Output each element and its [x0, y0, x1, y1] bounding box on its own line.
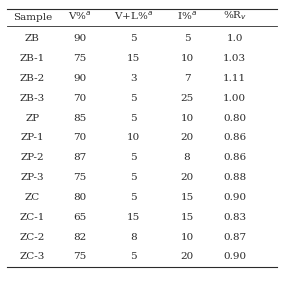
Text: 3: 3	[130, 74, 137, 83]
Text: 80: 80	[74, 193, 87, 202]
Text: 90: 90	[74, 34, 87, 43]
Text: 7: 7	[184, 74, 190, 83]
Text: 5: 5	[130, 252, 137, 261]
Text: 5: 5	[130, 153, 137, 162]
Text: ZB-1: ZB-1	[20, 54, 45, 63]
Text: 1.0: 1.0	[227, 34, 243, 43]
Text: ZP-2: ZP-2	[20, 153, 44, 162]
Text: ZC-1: ZC-1	[20, 213, 45, 222]
Text: 0.90: 0.90	[223, 252, 246, 261]
Text: %R$_v$: %R$_v$	[223, 10, 247, 22]
Text: 82: 82	[74, 233, 87, 242]
Text: 25: 25	[180, 94, 194, 103]
Text: ZP-1: ZP-1	[20, 133, 44, 142]
Text: 5: 5	[130, 94, 137, 103]
Text: ZC-2: ZC-2	[20, 233, 45, 242]
Text: 10: 10	[127, 133, 140, 142]
Text: I%$^a$: I%$^a$	[177, 10, 197, 22]
Text: V%$^a$: V%$^a$	[68, 10, 92, 22]
Text: 15: 15	[180, 213, 194, 222]
Text: ZB-2: ZB-2	[20, 74, 45, 83]
Text: 0.86: 0.86	[223, 133, 246, 142]
Text: 15: 15	[127, 54, 140, 63]
Text: 8: 8	[130, 233, 137, 242]
Text: 75: 75	[74, 54, 87, 63]
Text: 1.00: 1.00	[223, 94, 246, 103]
Text: 5: 5	[130, 173, 137, 182]
Text: Sample: Sample	[13, 13, 52, 22]
Text: 0.86: 0.86	[223, 153, 246, 162]
Text: 87: 87	[74, 153, 87, 162]
Text: 20: 20	[180, 252, 194, 261]
Text: 5: 5	[130, 113, 137, 123]
Text: ZC-3: ZC-3	[20, 252, 45, 261]
Text: 1.11: 1.11	[223, 74, 246, 83]
Text: 10: 10	[180, 233, 194, 242]
Text: 70: 70	[74, 94, 87, 103]
Text: ZC: ZC	[25, 193, 40, 202]
Text: 8: 8	[184, 153, 190, 162]
Text: 1.03: 1.03	[223, 54, 246, 63]
Text: 0.88: 0.88	[223, 173, 246, 182]
Text: 20: 20	[180, 173, 194, 182]
Text: 85: 85	[74, 113, 87, 123]
Text: 10: 10	[180, 113, 194, 123]
Text: 5: 5	[130, 193, 137, 202]
Text: ZP: ZP	[25, 113, 39, 123]
Text: 70: 70	[74, 133, 87, 142]
Text: 65: 65	[74, 213, 87, 222]
Text: 75: 75	[74, 173, 87, 182]
Text: 15: 15	[180, 193, 194, 202]
Text: 15: 15	[127, 213, 140, 222]
Text: ZB: ZB	[25, 34, 40, 43]
Text: ZB-3: ZB-3	[20, 94, 45, 103]
Text: 0.87: 0.87	[223, 233, 246, 242]
Text: 0.90: 0.90	[223, 193, 246, 202]
Text: 75: 75	[74, 252, 87, 261]
Text: 10: 10	[180, 54, 194, 63]
Text: 90: 90	[74, 74, 87, 83]
Text: 20: 20	[180, 133, 194, 142]
Text: ZP-3: ZP-3	[20, 173, 44, 182]
Text: 5: 5	[130, 34, 137, 43]
Text: 5: 5	[184, 34, 190, 43]
Text: 0.83: 0.83	[223, 213, 246, 222]
Text: V+L%$^a$: V+L%$^a$	[114, 10, 153, 22]
Text: 0.80: 0.80	[223, 113, 246, 123]
